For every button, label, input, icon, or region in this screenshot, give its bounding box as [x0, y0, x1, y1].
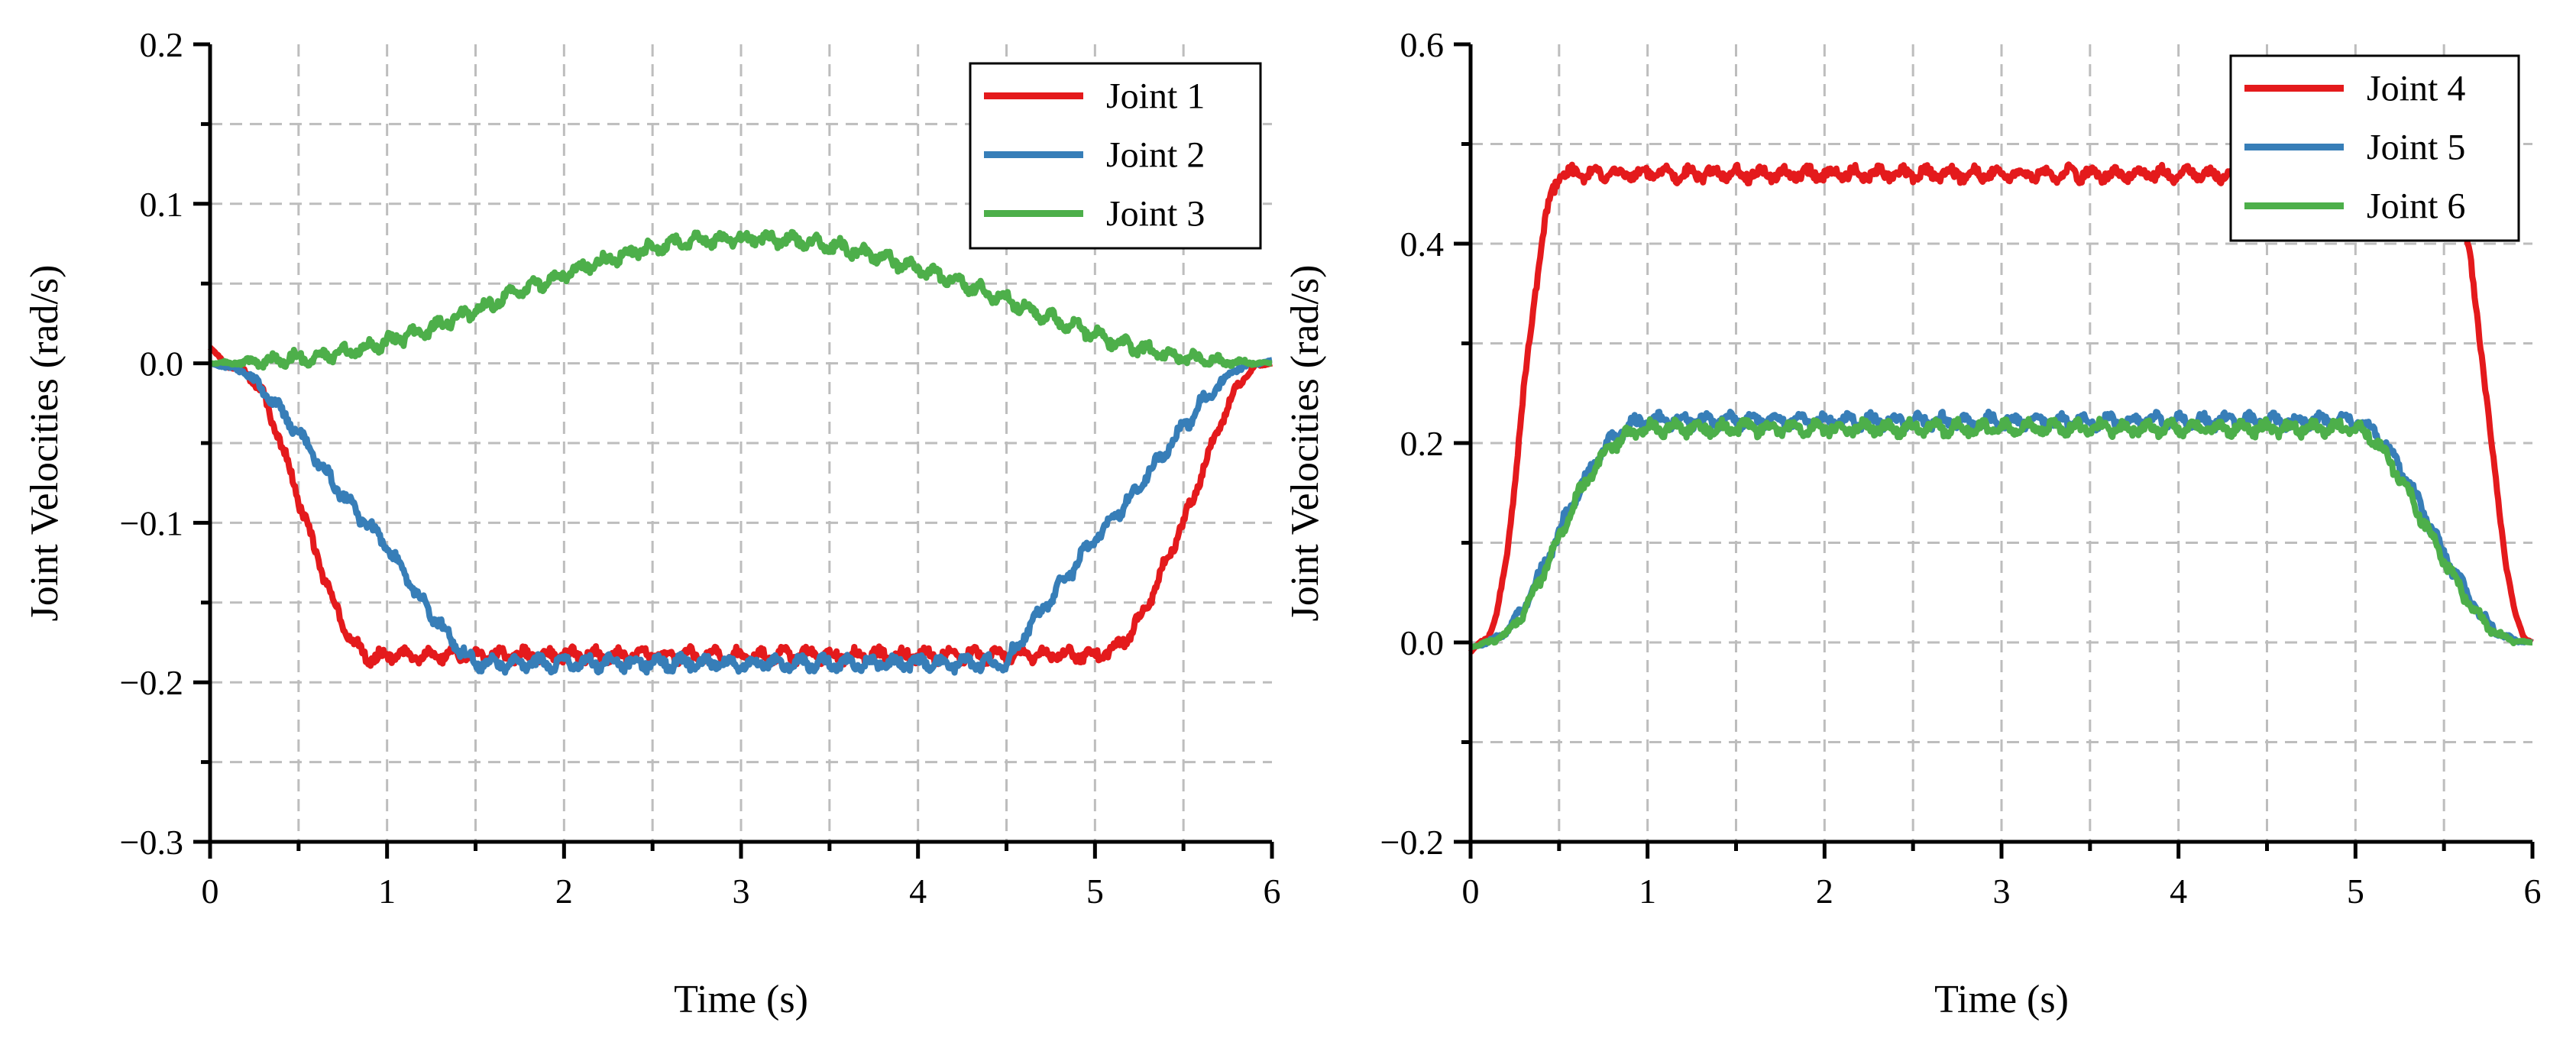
series-line-joint-6 [1468, 416, 2535, 651]
x-tick-label: 5 [1086, 872, 1104, 911]
y-tick-label: 0.2 [140, 25, 184, 64]
chart-left: 0 1 2 3 4 5 6 −0.3 −0.2 −0.1 0.0 0.1 0.2 Time (s) Join… [23, 25, 1281, 1021]
x-axis-title: Time (s) [674, 978, 808, 1021]
x-tick-label: 4 [2170, 872, 2187, 911]
x-tick-label: 1 [378, 872, 396, 911]
y-tick-label: −0.3 [120, 823, 183, 862]
chart-right: 0 1 2 3 4 5 6 −0.2 0.0 0.2 0.4 0.6 Time (s) Joint Vel… [1283, 25, 2542, 1021]
legend: Joint 4 Joint 5 Joint 6 [2229, 54, 2520, 242]
y-tick-label: 0.6 [1400, 25, 1445, 64]
x-tick-label: 3 [733, 872, 750, 911]
y-tick-label: 0.0 [1400, 623, 1445, 662]
legend-label: Joint 3 [1106, 194, 1205, 235]
y-tick-label: 0.2 [1400, 424, 1445, 463]
axes: 0 1 2 3 4 5 6 −0.3 −0.2 −0.1 0.0 0.1 0.2 [120, 25, 1281, 911]
x-tick-label: 0 [202, 872, 219, 911]
x-tick-label: 1 [1639, 872, 1656, 911]
x-tick-label: 2 [555, 872, 573, 911]
axes: 0 1 2 3 4 5 6 −0.2 0.0 0.2 0.4 0.6 [1380, 25, 2542, 911]
legend-label: Joint 5 [2367, 128, 2465, 168]
legend-label: Joint 2 [1106, 135, 1205, 176]
y-tick-label: 0.0 [140, 345, 184, 383]
x-axis-title: Time (s) [1934, 978, 2069, 1021]
series-line-joint-1 [208, 345, 1274, 669]
x-tick-label: 6 [1264, 872, 1281, 911]
legend-label: Joint 4 [2367, 69, 2465, 109]
x-tick-label: 6 [2524, 872, 2542, 911]
y-tick-label: 0.4 [1400, 225, 1445, 264]
series-line-joint-3 [208, 228, 1274, 371]
legend-label: Joint 6 [2367, 186, 2465, 227]
series-group [208, 228, 1274, 676]
y-tick-label: −0.1 [120, 503, 183, 542]
legend-label: Joint 1 [1106, 76, 1205, 117]
x-tick-label: 3 [1993, 872, 2011, 911]
x-tick-label: 5 [2347, 872, 2364, 911]
y-axis-title: Joint Velocities (rad/s) [23, 265, 66, 622]
series-line-joint-2 [208, 357, 1274, 676]
y-tick-label: −0.2 [120, 663, 183, 702]
x-tick-label: 4 [909, 872, 927, 911]
y-tick-label: −0.2 [1380, 823, 1444, 862]
y-tick-label: 0.1 [140, 185, 184, 224]
y-axis-title: Joint Velocities (rad/s) [1283, 265, 1327, 622]
x-tick-label: 0 [1462, 872, 1480, 911]
x-tick-label: 2 [1816, 872, 1833, 911]
legend: Joint 1 Joint 2 Joint 3 [969, 62, 1262, 250]
grid [1471, 44, 2532, 842]
